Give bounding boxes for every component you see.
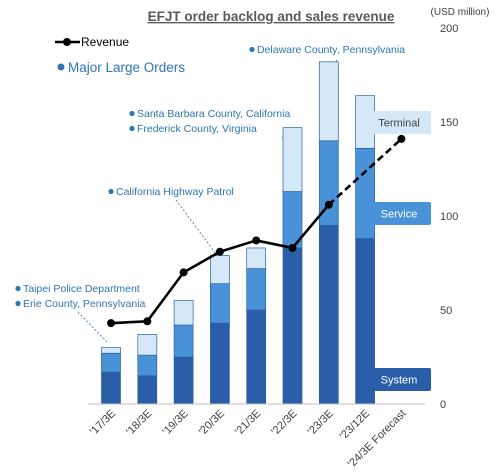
revenue-point-1 (143, 317, 152, 326)
bar-system-5 (282, 247, 303, 405)
bar-service-2 (173, 324, 194, 358)
y-tick-label: 100 (440, 211, 458, 223)
series-box-label-service: Service (381, 209, 418, 221)
bar-service-1 (137, 354, 158, 377)
revenue-point-6 (324, 200, 333, 209)
revenue-point-5 (288, 243, 297, 252)
revenue-point-4 (252, 236, 261, 245)
y-tick-label: 200 (440, 23, 458, 35)
series-box-system (367, 368, 431, 391)
x-tick-label: '19/3E (160, 408, 190, 438)
bar-terminal-1 (137, 334, 158, 356)
order-bullet (15, 285, 21, 292)
order-annotation: Santa Barbara County, California (137, 108, 290, 120)
order-bullet (15, 300, 21, 307)
order-annotation: Frederick County, Virginia (137, 123, 257, 135)
revenue-point-2 (179, 268, 188, 277)
bar-system-4 (246, 309, 267, 405)
bar-system-2 (173, 356, 194, 405)
x-tick-label: '23/3E (306, 408, 336, 438)
order-bullet (108, 188, 114, 195)
bar-system-6 (318, 225, 339, 405)
bar-service-3 (210, 283, 230, 324)
revenue-point-8 (397, 134, 406, 143)
order-annotation: Delaware County, Pennsylvania (257, 44, 405, 56)
bar-terminal-4 (246, 247, 267, 269)
bar-service-4 (246, 268, 267, 311)
bar-terminal-2 (173, 300, 194, 326)
order-bullet (129, 110, 135, 117)
x-tick-label: '20/3E (197, 408, 227, 438)
legend-revenue-label: Revenue (81, 35, 129, 49)
bar-terminal-3 (210, 255, 230, 285)
chart-title: EFJT order backlog and sales revenue (148, 9, 395, 24)
x-tick-label: '17/3E (88, 408, 118, 438)
y-tick-label: 50 (440, 305, 452, 317)
bar-terminal-5 (282, 127, 303, 192)
order-annotation: California Highway Patrol (116, 186, 234, 198)
annotation-leader-line (175, 199, 220, 259)
revenue-point-0 (107, 319, 115, 328)
revenue-point-3 (215, 247, 224, 256)
x-tick-label: '22/3E (269, 408, 299, 438)
order-bullet (129, 125, 135, 132)
x-tick-label: '21/3E (233, 408, 263, 438)
revenue-line-forecast (327, 137, 403, 206)
series-box-label-system: System (381, 375, 418, 387)
annotation-leader-line (77, 311, 108, 343)
x-tick-label: '18/3E (124, 408, 154, 438)
y-axis-unit-label: (USD million) (431, 7, 490, 18)
bar-system-3 (210, 322, 230, 405)
bar-system-1 (137, 375, 158, 405)
order-bullet (249, 46, 255, 53)
bar-terminal-6 (318, 61, 339, 142)
series-box-label-terminal: Terminal (378, 118, 420, 130)
bar-terminal-0 (101, 347, 121, 354)
bar-service-0 (101, 352, 121, 373)
legend-revenue-marker (63, 38, 71, 46)
bar-service-7 (355, 147, 375, 239)
major-orders-bullet (57, 63, 65, 71)
series-box-terminal (367, 111, 431, 134)
y-tick-label: 150 (440, 117, 458, 129)
major-orders-heading: Major Large Orders (68, 60, 185, 75)
order-annotation: Taipei Police Department (23, 283, 140, 295)
bar-system-0 (101, 371, 121, 405)
x-tick-label: '23/12E (338, 408, 373, 443)
y-tick-label: 0 (440, 399, 446, 411)
order-annotation: Erie County, Pennsylvania (23, 298, 146, 310)
series-box-service (367, 202, 431, 225)
